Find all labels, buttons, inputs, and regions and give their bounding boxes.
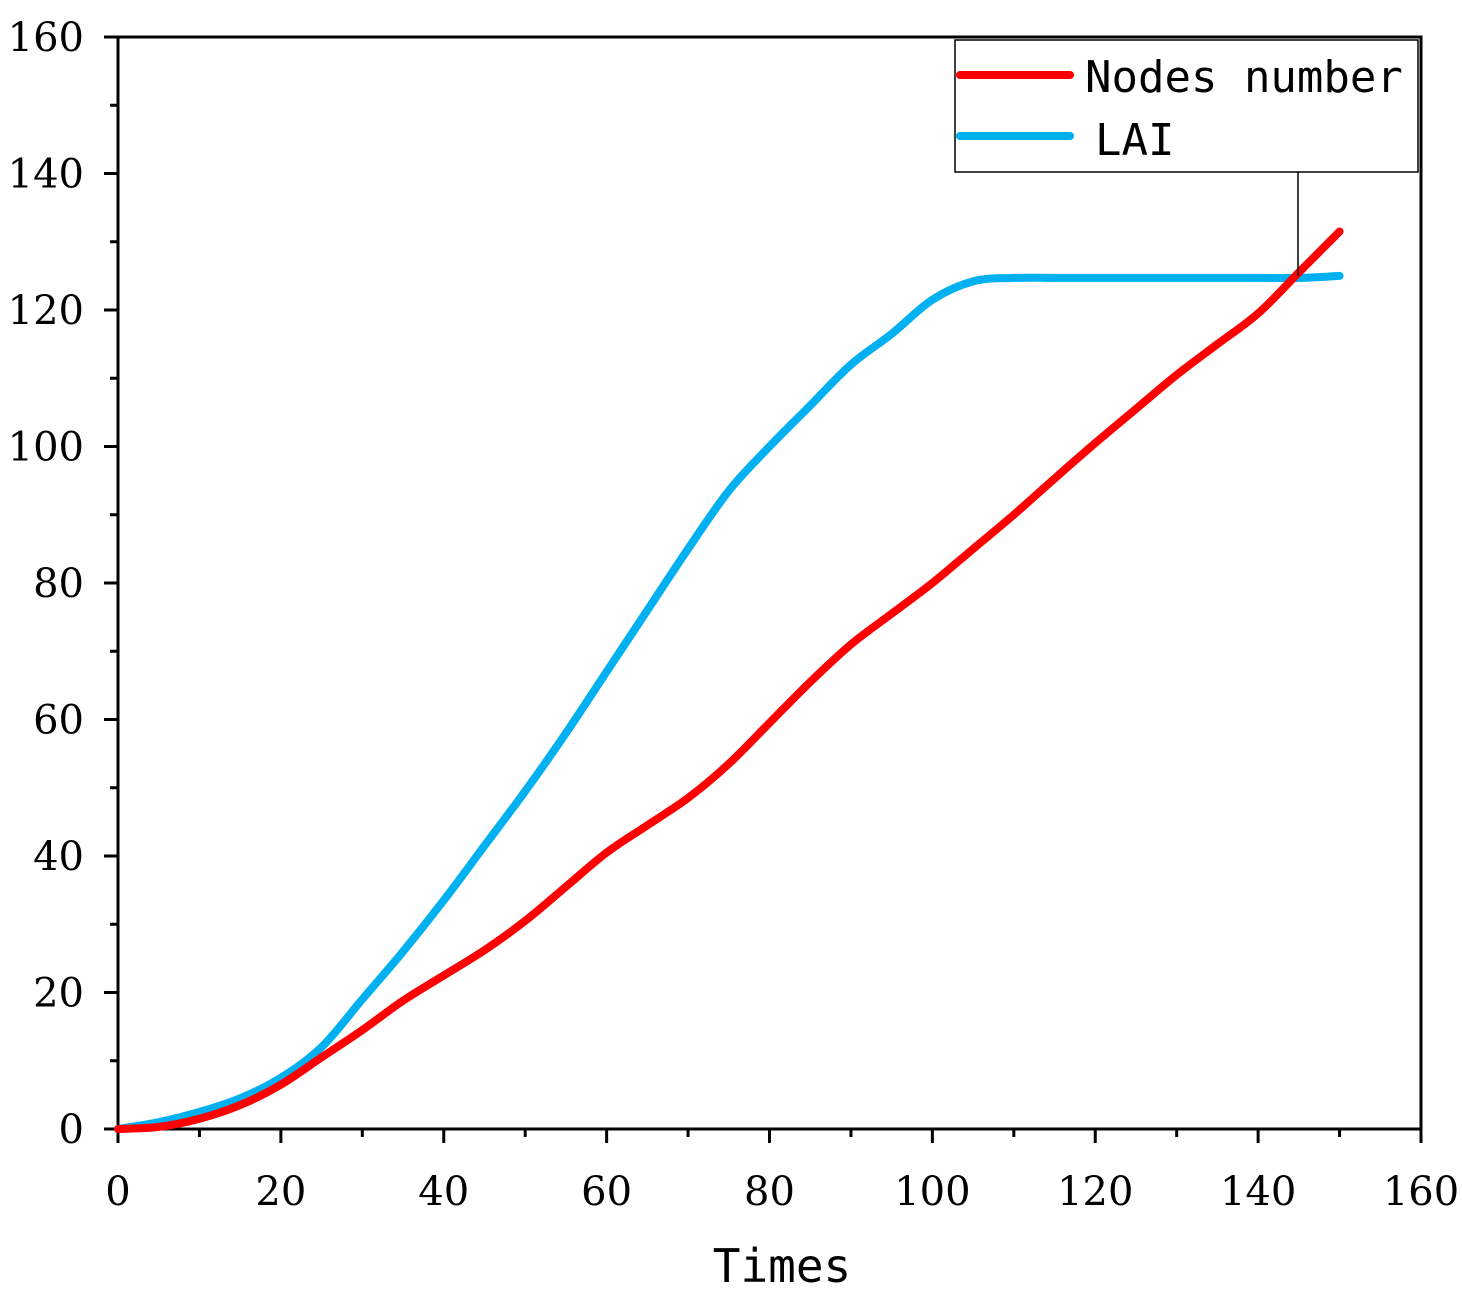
y-tick-label: 0 <box>59 1107 84 1153</box>
legend: Nodes number LAI <box>954 39 1419 173</box>
series-line-lai <box>114 271 1344 1133</box>
series-group <box>114 227 1344 1133</box>
axis-tick-labels: 0 20 40 60 80 100 120 140 160 0 20 40 60 80 100 120 140 1… <box>8 15 1460 1215</box>
legend-box <box>954 39 1419 173</box>
y-tick-label: 100 <box>8 425 84 471</box>
axis-ticks <box>104 35 1423 1143</box>
x-tick-label: 100 <box>894 1169 970 1215</box>
y-tick-label: 160 <box>8 15 84 61</box>
y-tick-label: 20 <box>33 971 84 1017</box>
x-tick-label: 80 <box>744 1169 795 1215</box>
x-tick-label: 160 <box>1383 1169 1459 1215</box>
series-line-nodes-number <box>114 227 1344 1133</box>
plot-frame <box>116 35 1423 1131</box>
y-tick-label: 40 <box>33 834 84 880</box>
y-tick-label: 80 <box>33 561 84 607</box>
x-tick-label: 120 <box>1057 1169 1133 1215</box>
legend-label-lai: LAI <box>1095 115 1174 166</box>
x-tick-label: 20 <box>255 1169 306 1215</box>
x-tick-label: 40 <box>418 1169 469 1215</box>
y-tick-label: 60 <box>33 698 84 744</box>
y-tick-label: 120 <box>8 288 84 334</box>
x-tick-label: 60 <box>581 1169 632 1215</box>
legend-label-nodes-number: Nodes number <box>1085 52 1403 103</box>
x-tick-label: 0 <box>105 1169 130 1215</box>
y-tick-label: 140 <box>8 152 84 198</box>
x-axis-title: Times <box>713 1239 851 1293</box>
x-tick-label: 140 <box>1220 1169 1296 1215</box>
